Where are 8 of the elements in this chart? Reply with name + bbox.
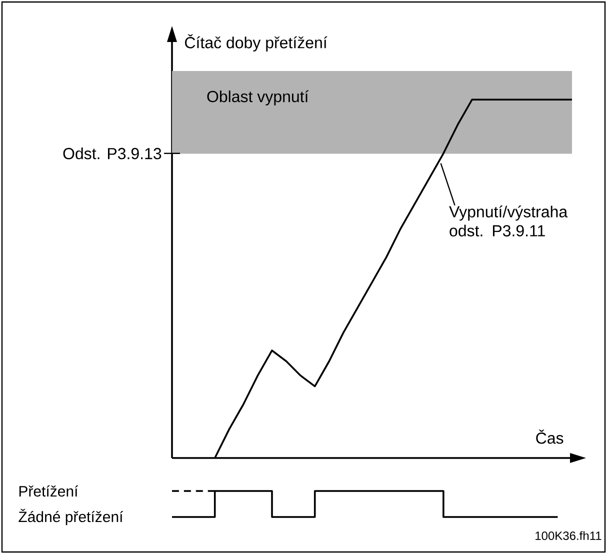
x-axis-title: Čas [536, 430, 564, 444]
text: 100K36.fh11 [536, 531, 602, 540]
annotation: Vypnutí/výstraha odst. P3.9.11 [449, 206, 568, 236]
ref-line-label: Odst. P3.9.13 [63, 148, 162, 160]
y-axis-title: Čítač doby přetížení [185, 34, 328, 52]
band-label: Oblast vypnutí [207, 90, 309, 106]
text: Žádné přetížení [18, 508, 124, 526]
text: Přetížení [19, 485, 78, 497]
